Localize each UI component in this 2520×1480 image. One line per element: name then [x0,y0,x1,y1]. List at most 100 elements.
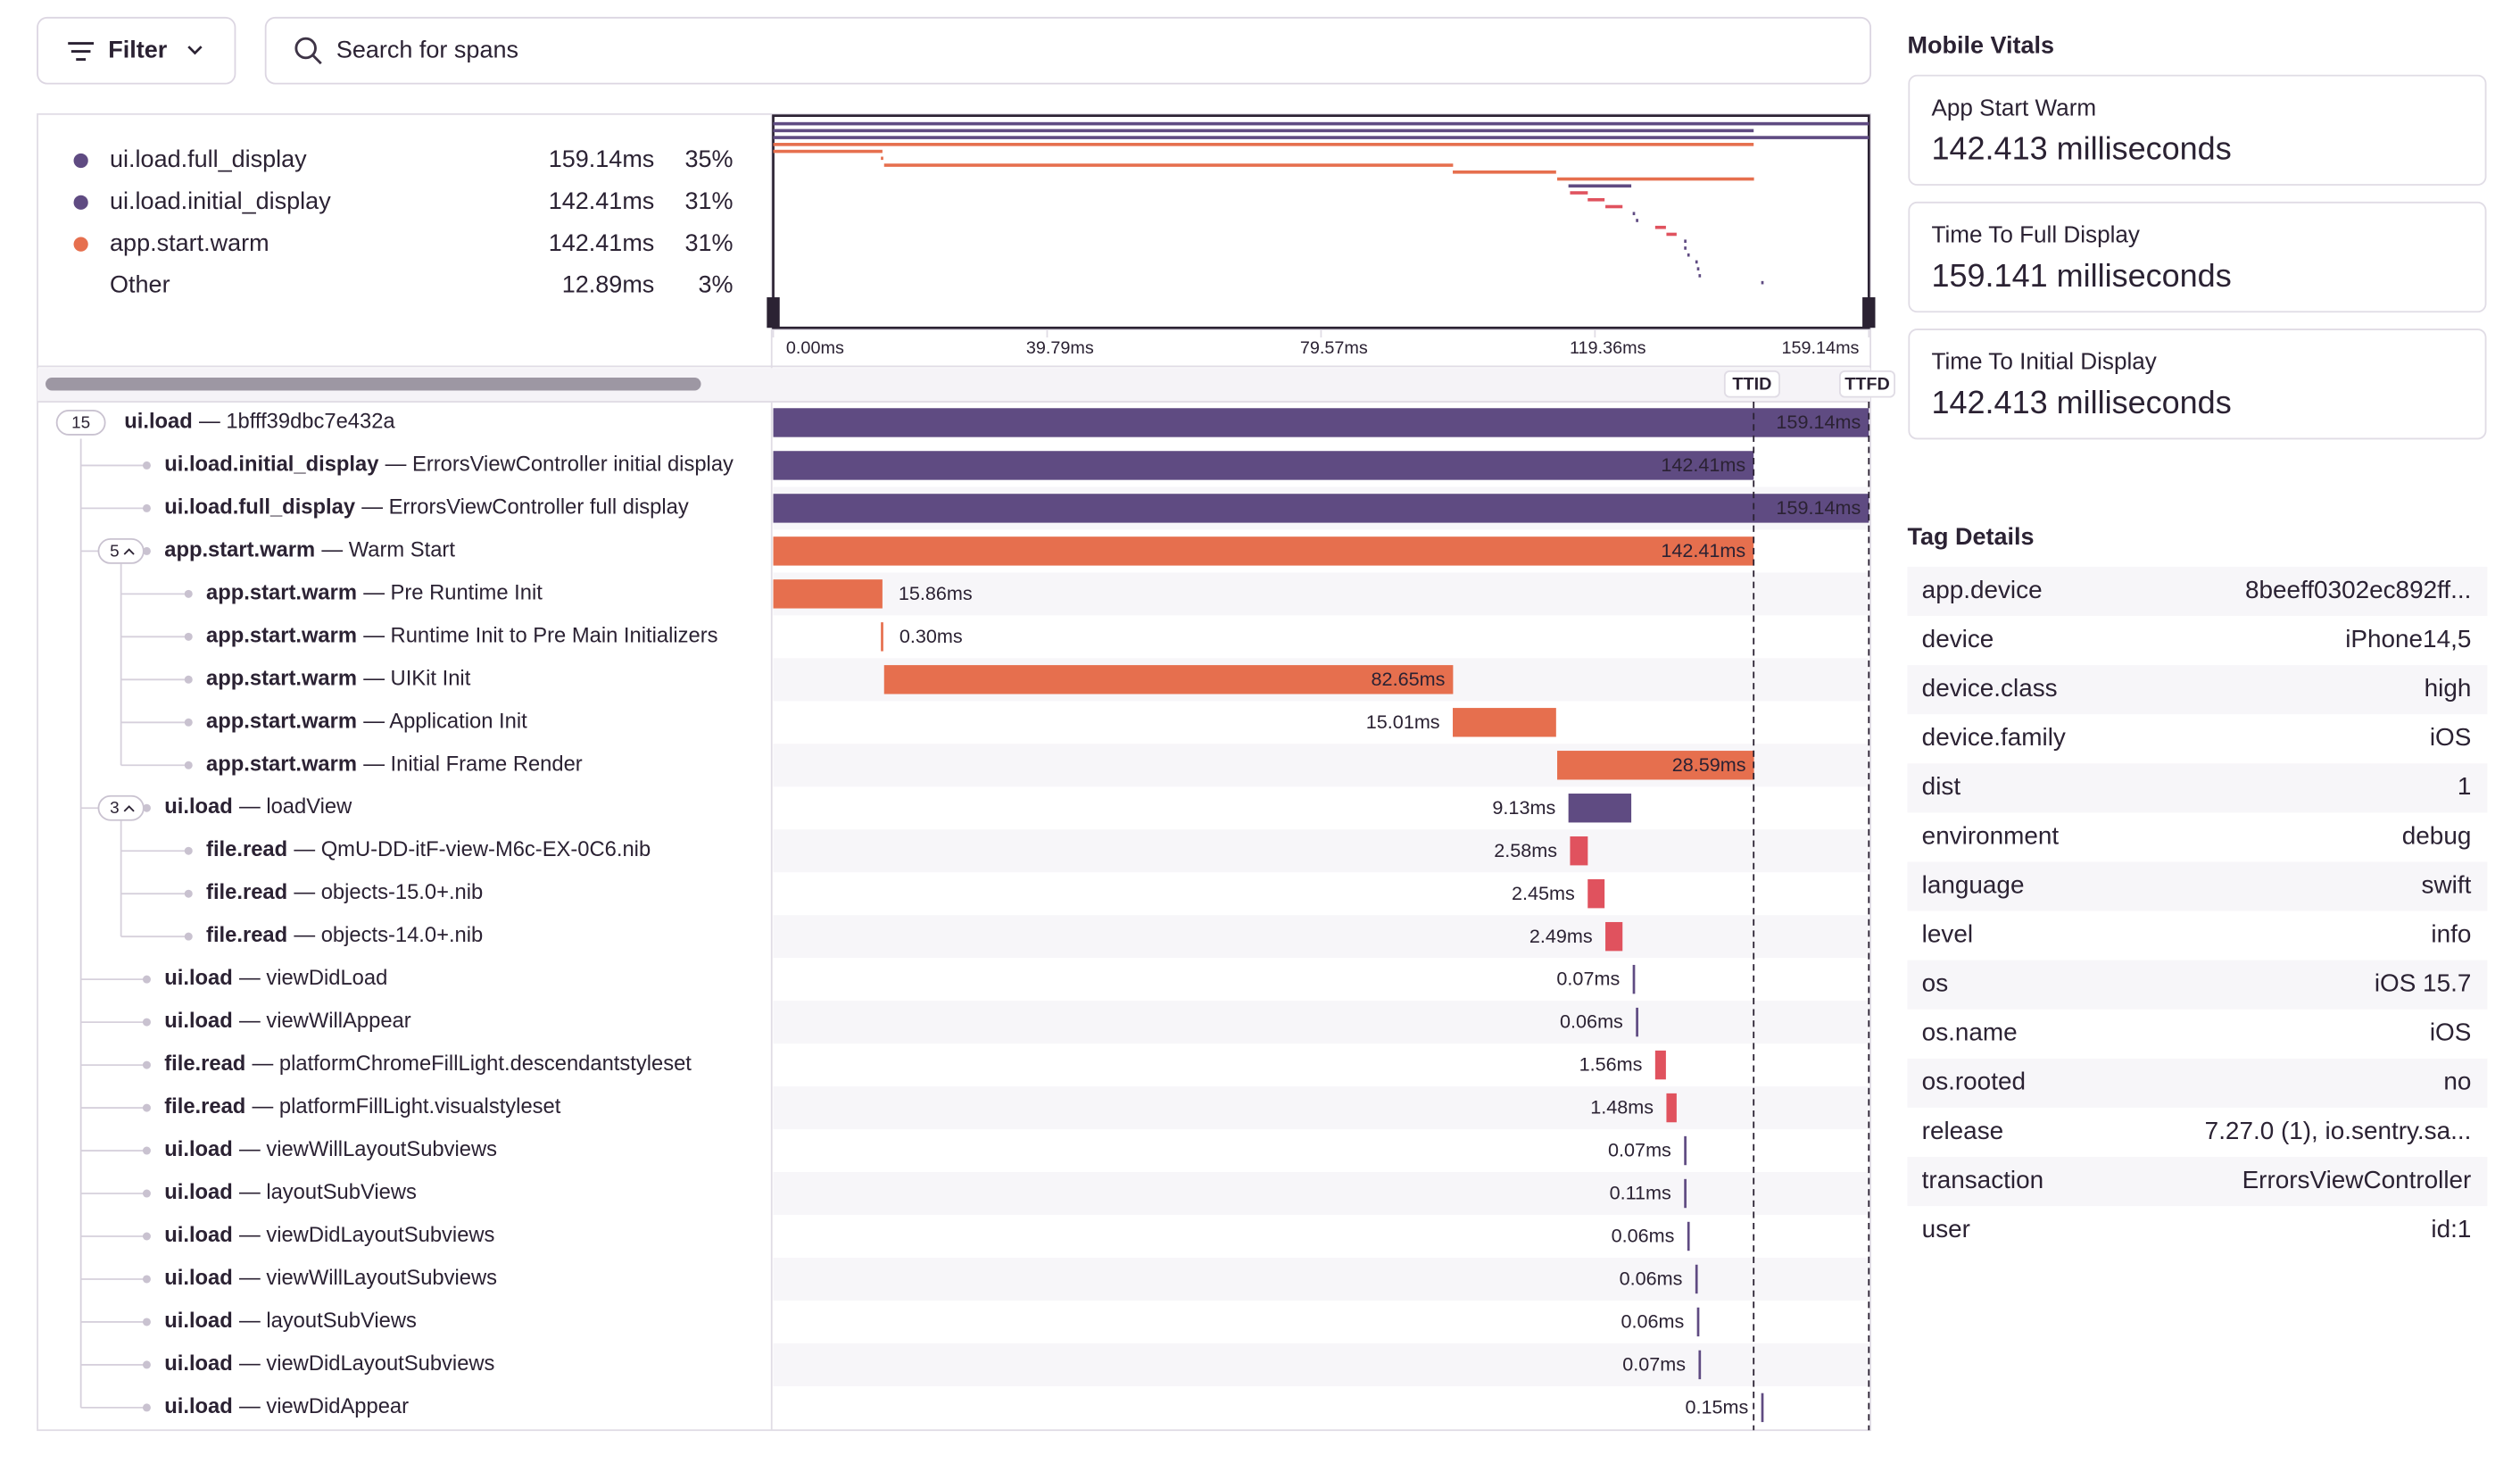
tag-key: device.family [1922,723,2066,751]
span-description: — platformFillLight.visualstyleset [253,1094,561,1118]
duration-label: 142.41ms [1661,453,1745,476]
span-bar[interactable] [773,494,1869,523]
tag-key: user [1922,1215,1970,1243]
tag-value[interactable]: no [2443,1068,2471,1095]
span-op: file.read [206,880,287,904]
span-bar[interactable] [883,665,1454,694]
span-title: ui.load — viewWillLayoutSubviews [164,1266,497,1290]
tag-value[interactable]: 7.27.0 (1), io.sentry.sa... [2205,1117,2472,1144]
span-title: ui.load — loadView [164,795,352,819]
tree-node [184,589,193,598]
duration-label: 0.06ms [1612,1225,1675,1247]
span-bar[interactable] [1698,1350,1702,1380]
span-bar[interactable] [881,622,883,652]
duration-label: 15.86ms [899,582,973,604]
span-op: app.start.warm [206,667,357,691]
tag-value[interactable]: iOS [2430,723,2472,751]
span-bar[interactable] [1587,878,1605,909]
span-description: — 1bfff39dbc7e432a [199,410,395,434]
span-title: ui.load — 1bfff39dbc7e432a [124,410,395,434]
duration-label: 15.01ms [1366,711,1440,733]
tree-node [184,718,193,727]
tag-value[interactable]: iOS 15.7 [2375,969,2472,997]
row-stripe [773,1172,1869,1216]
legend-dot [73,153,88,169]
tag-value[interactable]: id:1 [2431,1215,2471,1243]
axis-label: 159.14ms [1782,338,1860,358]
children-badge[interactable] [97,794,145,821]
tag-value[interactable]: 8beeff0302ec892ff... [2245,576,2471,603]
span-title: file.read — QmU-DD-itF-view-M6c-EX-0C6.ni… [206,837,651,861]
tag-value[interactable]: iOS [2430,1019,2472,1046]
tag-key: environment [1922,821,2060,849]
span-description: — loadView [239,795,352,819]
minimap-handle[interactable] [1862,297,1876,328]
span-bar[interactable] [1654,1050,1666,1080]
span-title: app.start.warm — Warm Start [164,538,455,562]
span-bar[interactable] [773,408,1869,437]
span-bar[interactable] [773,536,1754,566]
span-bar[interactable] [1666,1093,1677,1123]
span-op: ui.load.initial_display [164,453,379,477]
span-title: ui.load — viewWillAppear [164,1009,411,1033]
tag-value[interactable]: ErrorsViewController [2242,1166,2472,1193]
children-badge[interactable] [97,537,145,564]
minimap-span [1568,184,1632,188]
span-bar[interactable] [1696,1307,1700,1337]
legend-dot [73,237,88,252]
tree-node [184,632,193,641]
span-description: — ErrorsViewController full display [361,495,689,520]
span-op: ui.load [164,966,233,990]
span-bar[interactable] [1636,1007,1638,1037]
op-percent: 3% [698,271,733,298]
span-bar[interactable] [1684,1135,1687,1166]
minimap-handle[interactable] [767,297,780,328]
span-title: ui.load.full_display — ErrorsViewControll… [164,495,689,520]
span-bar[interactable] [1605,921,1623,952]
tree-node [142,1103,151,1112]
vital-value: 142.413 milliseconds [1931,384,2231,420]
scroll-thumb[interactable] [46,378,701,391]
op-duration: 142.41ms [549,187,655,214]
span-bar[interactable] [1570,836,1588,866]
span-bar[interactable] [1632,964,1636,994]
tag-value[interactable]: iPhone14,5 [2345,625,2471,653]
tree-node [142,546,151,555]
tag-value[interactable]: swift [2422,870,2472,898]
tag-value[interactable]: debug [2402,821,2472,849]
span-description: — Pre Runtime Init [363,581,543,605]
span-bar[interactable] [773,579,883,609]
tag-value[interactable]: high [2425,674,2472,702]
span-description: — viewWillLayoutSubviews [239,1137,497,1161]
minimap-span [1761,280,1764,285]
tree-node [142,1232,151,1241]
filter-button[interactable] [37,16,236,85]
tag-value[interactable]: info [2431,919,2471,947]
span-bar[interactable] [1684,1178,1687,1209]
span-bar[interactable] [1557,751,1754,780]
span-title: ui.load.initial_display — ErrorsViewContr… [164,453,734,477]
span-bar[interactable] [773,451,1754,480]
span-bar[interactable] [1453,708,1556,737]
search-input[interactable] [264,16,1871,85]
span-bar[interactable] [1695,1264,1698,1294]
span-bar[interactable] [1568,794,1632,823]
span-description: — layoutSubViews [239,1180,417,1204]
vital-card [1908,74,2487,186]
duration-label: 0.06ms [1621,1310,1684,1333]
tree-node [142,1318,151,1326]
filter-icon [68,42,95,62]
op-percent: 31% [684,187,733,214]
span-bar[interactable] [1687,1221,1690,1251]
row-stripe [773,572,1869,616]
vital-label: Time To Initial Display [1931,348,2156,375]
span-bar[interactable] [1761,1393,1764,1423]
span-description: — platformChromeFillLight.descendantstyl… [253,1052,692,1076]
collapse-icon [123,548,135,555]
tag-value[interactable]: 1 [2458,772,2472,800]
op-name: ui.load.full_display [110,146,307,172]
op-duration: 142.41ms [549,229,655,256]
duration-label: 9.13ms [1492,796,1555,819]
children-badge[interactable] [55,410,106,436]
